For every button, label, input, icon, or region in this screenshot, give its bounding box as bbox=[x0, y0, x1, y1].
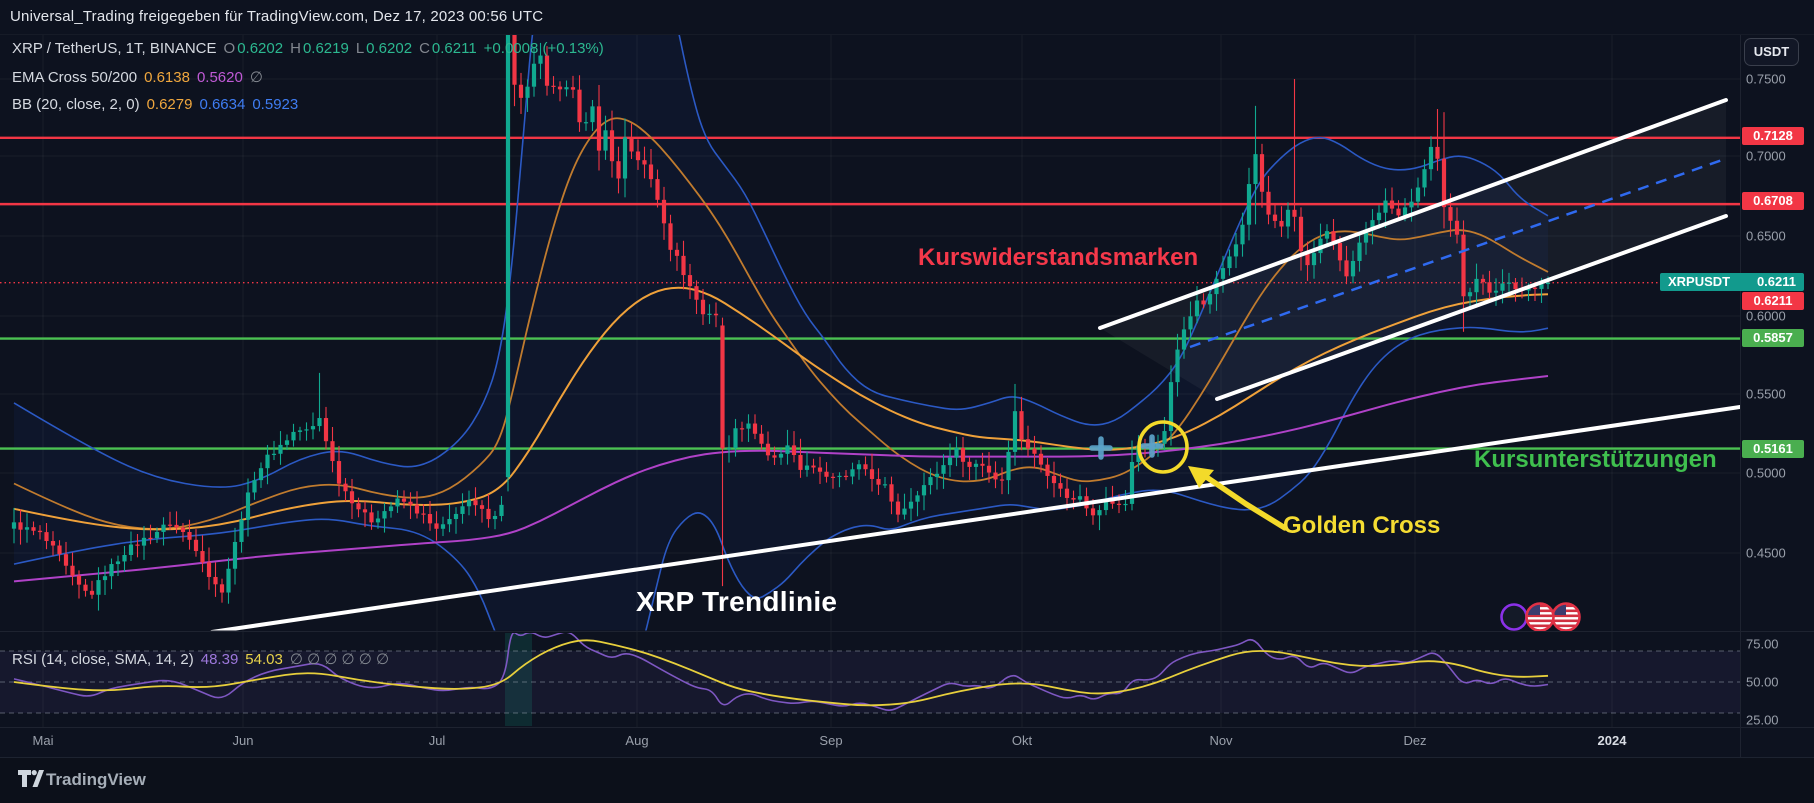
time-axis-label: Nov bbox=[1209, 733, 1233, 748]
price-badge: 0.6211 bbox=[1742, 292, 1804, 310]
tradingview-logo-icon[interactable] bbox=[18, 770, 44, 790]
price-axis-label: 0.7500 bbox=[1746, 71, 1786, 87]
tradingview-brand-text[interactable]: TradingView bbox=[46, 770, 146, 789]
legend-value: +0.0008 (+0.13%) bbox=[483, 40, 604, 57]
trendline-annotation[interactable]: XRP Trendlinie bbox=[636, 586, 838, 617]
legend-value: H bbox=[290, 40, 301, 57]
price-axis-label: 0.6000 bbox=[1746, 308, 1786, 324]
ema-cross-legend-row[interactable]: EMA Cross 50/200 0.6138 0.5620 ∅ bbox=[12, 68, 263, 86]
price-axis-label: 0.6500 bbox=[1746, 228, 1786, 244]
bollinger-legend-row[interactable]: BB (20, close, 2, 0) 0.6279 0.6634 0.5923 bbox=[12, 96, 298, 113]
legend-value: BB (20, close, 2, 0) bbox=[12, 96, 140, 113]
price-badge: 0.7128 bbox=[1742, 127, 1804, 145]
legend-value: 0.6634 bbox=[199, 96, 246, 113]
legend-value: ∅ bbox=[249, 69, 263, 86]
time-axis-label: Jun bbox=[232, 733, 254, 748]
resistance-annotation[interactable]: Kurswiderstandsmarken bbox=[918, 244, 1199, 271]
legend-value: 54.03 bbox=[245, 651, 283, 668]
rsi-axis-label: 50.00 bbox=[1746, 674, 1779, 690]
legend-value: 0.6202 bbox=[237, 40, 284, 57]
legend-value: ∅ ∅ ∅ ∅ ∅ ∅ bbox=[289, 651, 390, 668]
legend-value: L bbox=[355, 40, 365, 57]
time-axis-label: Aug bbox=[625, 733, 649, 748]
price-axis-label: 0.4500 bbox=[1746, 545, 1786, 561]
legend-value: XRP / TetherUS, 1T, BINANCE bbox=[12, 40, 217, 57]
rsi-axis-label: 75.00 bbox=[1746, 636, 1779, 652]
currency-toggle-button[interactable]: USDT bbox=[1744, 38, 1799, 66]
time-axis-label: Sep bbox=[819, 733, 843, 748]
time-axis-label: Dez bbox=[1403, 733, 1427, 748]
legend-value: 0.6219 bbox=[302, 40, 349, 57]
legend-value: 0.5923 bbox=[252, 96, 299, 113]
price-axis-label: 0.5000 bbox=[1746, 465, 1786, 481]
legend-value: RSI (14, close, SMA, 14, 2) bbox=[12, 651, 194, 668]
legend-value: 0.6202 bbox=[366, 40, 413, 57]
price-badge: 0.6708 bbox=[1742, 192, 1804, 210]
time-axis-label: Okt bbox=[1011, 733, 1033, 748]
golden-cross-annotation[interactable]: Golden Cross bbox=[1283, 512, 1441, 539]
footer-bar: TradingView bbox=[0, 757, 1814, 803]
badge-symbol: XRPUSDT bbox=[1668, 274, 1731, 289]
price-axis-label: 0.7000 bbox=[1746, 148, 1786, 164]
support-annotation[interactable]: Kursunterstützungen bbox=[1474, 446, 1717, 473]
legend-value: 0.5620 bbox=[196, 69, 243, 86]
price-badge: 0.5161 bbox=[1742, 440, 1804, 458]
legend-value: 0.6279 bbox=[146, 96, 193, 113]
legend-value: 0.6211 bbox=[431, 40, 477, 57]
legend-value: 0.6138 bbox=[144, 69, 190, 86]
rsi-legend-row[interactable]: RSI (14, close, SMA, 14, 2) 48.39 54.03 ∅ ∅… bbox=[12, 650, 389, 668]
legend-value: O bbox=[223, 40, 236, 57]
legend-value: C bbox=[419, 40, 430, 57]
time-axis-label: Mai bbox=[32, 733, 54, 748]
legend-value: EMA Cross 50/200 bbox=[12, 69, 138, 86]
symbol-legend-row[interactable]: XRP / TetherUS, 1T, BINANCE O 0.6202 H 0.621… bbox=[12, 40, 604, 57]
rsi-axis-label: 25.00 bbox=[1746, 712, 1779, 728]
price-badge: 0.5857 bbox=[1742, 329, 1804, 347]
watermark-title: Universal_Trading freigegeben für Tradin… bbox=[10, 8, 544, 25]
time-axis-label: 2024 bbox=[1597, 733, 1627, 748]
badge-price: 0.6211 bbox=[1756, 274, 1796, 289]
symbol-price-badge: XRPUSDT 0.6211 bbox=[1660, 273, 1804, 291]
price-axis-label: 0.5500 bbox=[1746, 386, 1786, 402]
time-axis-label: Jul bbox=[428, 733, 446, 748]
legend-value: 48.39 bbox=[200, 651, 239, 668]
